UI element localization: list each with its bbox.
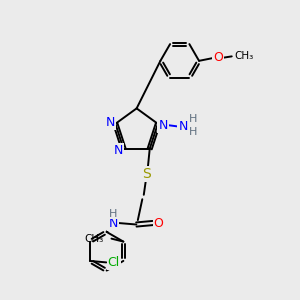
Text: Cl: Cl: [108, 256, 120, 269]
Text: N: N: [109, 217, 118, 230]
Text: N: N: [113, 144, 123, 157]
Text: S: S: [142, 167, 151, 181]
Text: H: H: [189, 127, 198, 137]
Text: CH₃: CH₃: [235, 51, 254, 62]
Text: CH₃: CH₃: [85, 234, 104, 244]
Text: N: N: [105, 116, 115, 129]
Text: H: H: [189, 114, 198, 124]
Text: O: O: [213, 51, 223, 64]
Text: N: N: [178, 120, 188, 133]
Text: N: N: [158, 119, 168, 132]
Text: O: O: [154, 217, 164, 230]
Text: H: H: [109, 208, 117, 218]
